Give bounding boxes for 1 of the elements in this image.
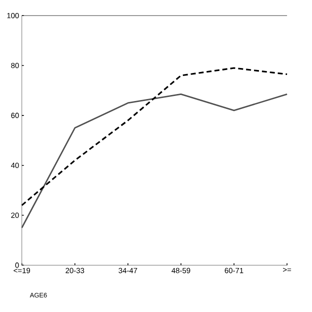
line-series xyxy=(21,67,288,206)
